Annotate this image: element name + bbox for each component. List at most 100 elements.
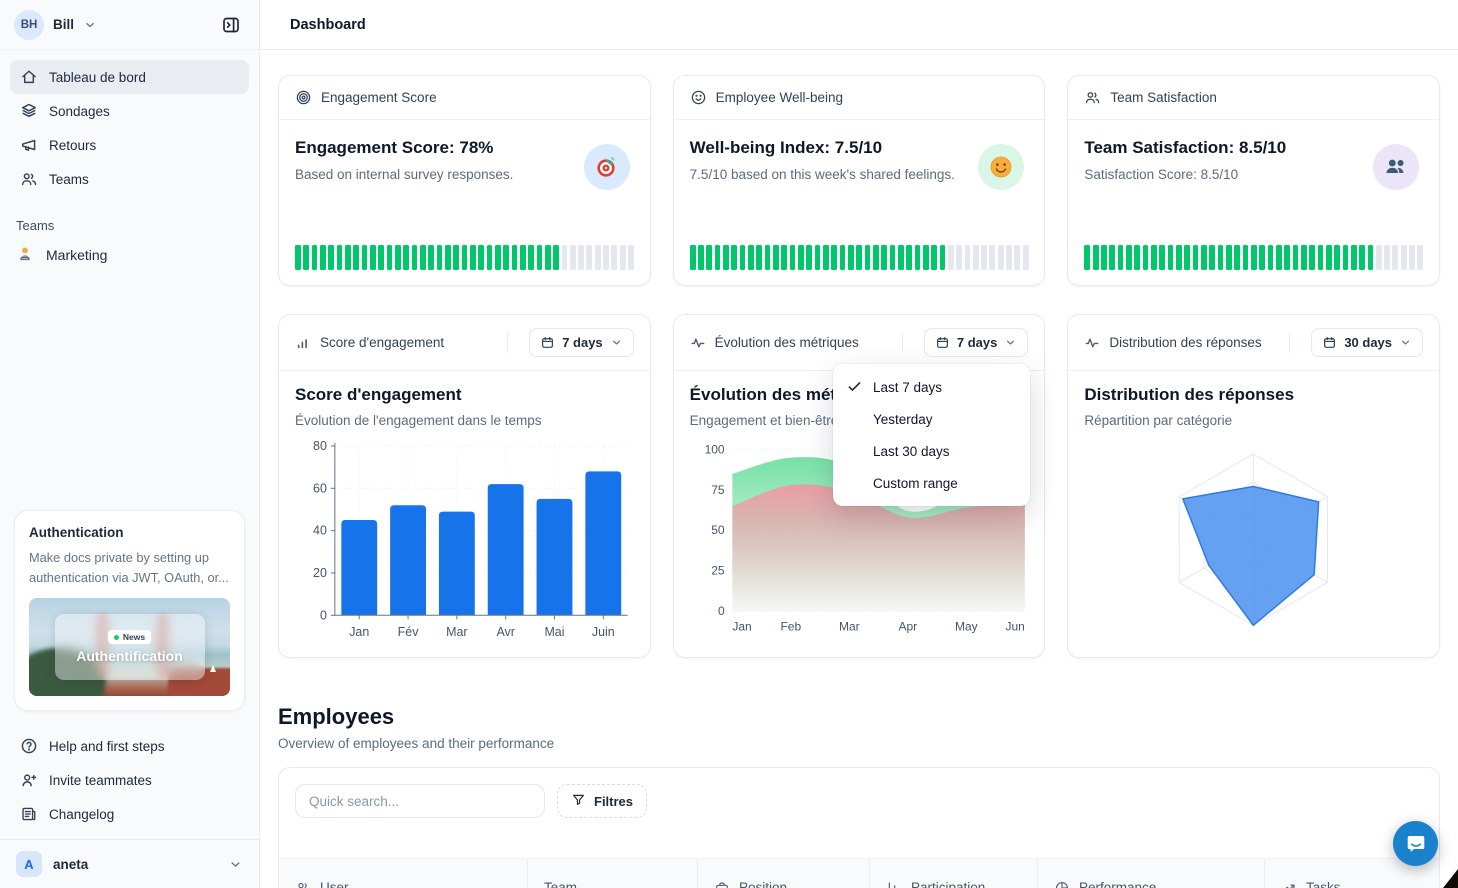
funnel-icon bbox=[571, 792, 586, 810]
workspace-name: aneta bbox=[53, 856, 89, 872]
chart-card-header-label: Distribution des réponses bbox=[1109, 335, 1262, 350]
column-header-position[interactable]: Position bbox=[697, 859, 869, 888]
technologist-emoji-icon bbox=[16, 245, 34, 266]
layers-icon bbox=[20, 102, 38, 120]
svg-text:40: 40 bbox=[313, 524, 327, 538]
sidebar-item-marketing[interactable]: Marketing bbox=[0, 239, 259, 271]
chevron-down-icon[interactable] bbox=[83, 18, 97, 32]
date-range-button[interactable]: 7 days bbox=[923, 328, 1029, 357]
collapse-sidebar-button[interactable] bbox=[217, 11, 245, 39]
search-input[interactable] bbox=[295, 784, 545, 819]
promo-title: Authentication bbox=[29, 525, 124, 541]
activity-icon bbox=[1084, 335, 1100, 351]
user-plus-icon bbox=[20, 771, 38, 789]
smile-icon bbox=[690, 89, 707, 106]
stat-subtitle: Based on internal survey responses. bbox=[295, 167, 514, 182]
progress-bar bbox=[1084, 245, 1424, 270]
filters-button[interactable]: Filtres bbox=[557, 784, 648, 819]
svg-text:Mar: Mar bbox=[839, 619, 860, 633]
target-dart-emoji bbox=[583, 144, 630, 190]
column-header-performance[interactable]: Performance bbox=[1037, 859, 1264, 888]
svg-text:May: May bbox=[955, 619, 978, 633]
promo-image[interactable]: News Authentification bbox=[29, 598, 230, 696]
svg-text:Jun: Jun bbox=[1005, 619, 1024, 633]
promo-description: Make docs private by setting up authenti… bbox=[29, 550, 229, 586]
page-title: Dashboard bbox=[290, 16, 366, 33]
calendar-icon bbox=[935, 335, 950, 350]
topbar: Dashboard bbox=[260, 0, 1458, 50]
svg-text:50: 50 bbox=[711, 523, 725, 537]
column-header-participation[interactable]: Participation bbox=[869, 859, 1037, 888]
target-icon bbox=[295, 89, 312, 106]
menu-item-last-7-days[interactable]: Last 7 days bbox=[833, 371, 1030, 403]
date-range-button[interactable]: 30 days bbox=[1311, 328, 1424, 357]
stat-title: Engagement Score: 78% bbox=[295, 138, 494, 157]
chart-title: Distribution des réponses bbox=[1084, 385, 1295, 404]
changelog-icon bbox=[20, 805, 38, 823]
menu-item-last-30-days[interactable]: Last 30 days bbox=[873, 443, 950, 459]
calendar-icon bbox=[1322, 335, 1337, 350]
column-header-tasks[interactable]: Tasks bbox=[1264, 859, 1439, 888]
footer-item-label: Changelog bbox=[49, 806, 115, 822]
table-toolbar: Filtres bbox=[279, 768, 1439, 834]
svg-text:Mai: Mai bbox=[544, 625, 564, 639]
chart-card-distribution: Distribution des réponses 30 days Distri… bbox=[1067, 314, 1441, 659]
stat-card-header-label: Employee Well-being bbox=[715, 90, 843, 105]
sidebar-item-label: Tableau de bord bbox=[49, 69, 146, 85]
stat-card-wellbeing: Employee Well-being Well-being Index: 7.… bbox=[672, 75, 1046, 286]
stat-title: Well-being Index: 7.5/10 bbox=[689, 138, 883, 157]
progress-bar bbox=[689, 245, 1029, 270]
area-chart: 100 75 50 25 0 Jan Feb Mar Apr May Jun bbox=[690, 438, 1029, 640]
svg-text:0: 0 bbox=[718, 604, 725, 618]
sidebar-item-changelog[interactable]: Changelog bbox=[10, 797, 249, 831]
column-header-team[interactable]: Team bbox=[527, 859, 697, 888]
sidebar-item-help[interactable]: Help and first steps bbox=[10, 729, 249, 763]
sidebar: BH Bill Tableau de bord Sondages Retours bbox=[0, 0, 260, 888]
employees-title: Employees bbox=[278, 704, 395, 730]
mouse-cursor bbox=[1443, 869, 1458, 888]
sidebar-item-sondages[interactable]: Sondages bbox=[10, 94, 249, 128]
check-icon bbox=[846, 378, 863, 398]
chart-subtitle: Répartition par catégorie bbox=[1084, 413, 1233, 428]
smiling-face-emoji bbox=[978, 144, 1025, 190]
sidebar-item-teams[interactable]: Teams bbox=[10, 162, 249, 196]
sidebar-nav: Tableau de bord Sondages Retours Teams bbox=[0, 50, 259, 206]
chart-subtitle: Évolution de l'engagement dans le temps bbox=[295, 413, 542, 428]
svg-text:Juin: Juin bbox=[592, 625, 615, 639]
svg-text:25: 25 bbox=[711, 564, 725, 578]
table-header-row: User Team Position Participation bbox=[279, 858, 1439, 888]
date-range-button[interactable]: 7 days bbox=[529, 328, 634, 357]
svg-text:75: 75 bbox=[711, 483, 725, 497]
user-avatar[interactable]: BH bbox=[14, 9, 44, 40]
bar-chart: 0 20 40 60 80 Jan Fév Mar Avr Mai Juin bbox=[295, 438, 634, 647]
chart-card-score-engagement: Score d'engagement 7 days Score d'engage… bbox=[278, 314, 651, 659]
stat-card-engagement: Engagement Score Engagement Score: 78% B… bbox=[278, 75, 651, 286]
workspace-switcher[interactable]: A aneta bbox=[0, 839, 259, 888]
user-name[interactable]: Bill bbox=[53, 17, 75, 32]
progress-bar bbox=[295, 245, 634, 270]
chat-launcher-button[interactable] bbox=[1393, 821, 1438, 866]
sidebar-item-tableau-de-bord[interactable]: Tableau de bord bbox=[10, 60, 249, 94]
chart-title: Score d'engagement bbox=[295, 385, 462, 404]
users-icon bbox=[1084, 89, 1101, 106]
svg-text:Jan: Jan bbox=[732, 619, 751, 633]
home-icon bbox=[20, 68, 38, 86]
svg-text:0: 0 bbox=[320, 608, 327, 622]
chevron-down-icon bbox=[228, 857, 243, 872]
sidebar-item-retours[interactable]: Retours bbox=[10, 128, 249, 162]
svg-text:Jan: Jan bbox=[349, 625, 369, 639]
promo-card-authentication[interactable]: Authentication Make docs private by sett… bbox=[14, 510, 245, 711]
stat-card-header-label: Team Satisfaction bbox=[1110, 90, 1217, 105]
svg-text:60: 60 bbox=[313, 481, 327, 495]
stat-subtitle: Satisfaction Score: 8.5/10 bbox=[1084, 167, 1239, 182]
menu-item-yesterday[interactable]: Yesterday bbox=[873, 411, 933, 427]
two-busts-emoji bbox=[1373, 144, 1420, 190]
sidebar-item-invite[interactable]: Invite teammates bbox=[10, 763, 249, 797]
column-header-user[interactable]: User bbox=[279, 859, 527, 888]
stat-subtitle: 7.5/10 based on this week's shared feeli… bbox=[689, 167, 955, 182]
sidebar-item-label: Teams bbox=[49, 171, 89, 187]
green-dot-icon bbox=[113, 634, 119, 640]
menu-item-custom-range[interactable]: Custom range bbox=[873, 475, 958, 491]
help-circle-icon bbox=[20, 737, 38, 755]
calendar-icon bbox=[540, 335, 555, 350]
